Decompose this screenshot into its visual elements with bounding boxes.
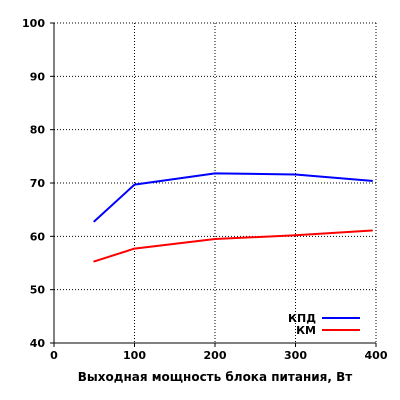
legend-label: КМ — [296, 324, 316, 337]
x-tick-label: 300 — [284, 349, 307, 362]
data-point — [214, 172, 216, 175]
grid — [54, 22, 377, 343]
x-tick-label: 200 — [204, 349, 227, 362]
data-point — [133, 247, 136, 250]
y-tick-label: 40 — [30, 337, 46, 350]
y-tick-label: 70 — [30, 177, 46, 190]
data-point — [294, 173, 297, 176]
y-tick-label: 90 — [30, 70, 46, 83]
x-axis-label: Выходная мощность блока питания, Вт — [78, 370, 353, 384]
y-tick-label: 50 — [30, 284, 46, 297]
series — [93, 172, 373, 263]
data-point — [370, 229, 373, 232]
legend-label: КПД — [288, 312, 316, 325]
x-tick-label: 400 — [365, 349, 388, 362]
x-tick-labels: 0 100 200 300 400 — [50, 343, 388, 362]
data-point — [214, 238, 216, 240]
data-point — [93, 220, 96, 223]
data-point — [370, 179, 373, 182]
data-point — [294, 234, 297, 237]
y-tick-label: 60 — [30, 230, 46, 243]
y-tick-label: 80 — [30, 124, 46, 137]
data-point — [93, 260, 96, 263]
x-tick-label: 0 — [50, 349, 58, 362]
y-tick-labels: 40 50 60 70 80 90 100 — [22, 17, 54, 350]
series-line-2 — [93, 229, 373, 263]
y-tick-label: 100 — [22, 17, 45, 30]
data-point — [133, 183, 136, 186]
x-tick-label: 100 — [123, 349, 146, 362]
series-line-1 — [93, 172, 373, 223]
